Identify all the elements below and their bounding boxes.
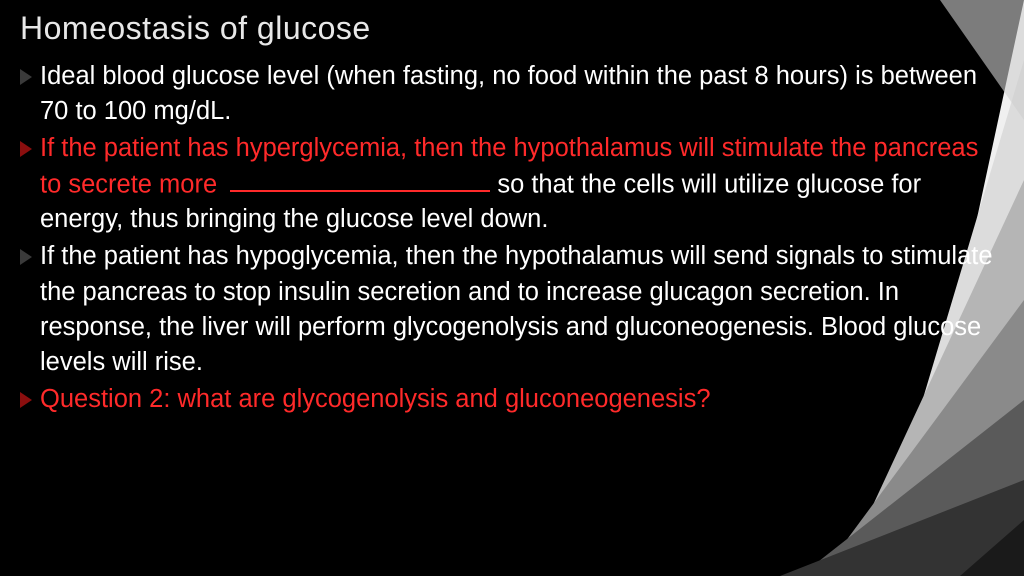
bullet-item: If the patient has hypoglycemia, then th… — [20, 239, 1004, 380]
slide-title: Homeostasis of glucose — [20, 10, 1004, 47]
bullet-text: Question 2: what are glycogenolysis and … — [40, 382, 711, 417]
triangle-bullet-icon — [20, 392, 32, 408]
text-segment: If the patient has hypoglycemia, then th… — [40, 242, 993, 376]
slide-content: Homeostasis of glucose Ideal blood gluco… — [0, 0, 1024, 417]
bullet-item: If the patient has hyperglycemia, then t… — [20, 131, 1004, 237]
text-segment: Ideal blood glucose level (when fasting,… — [40, 62, 977, 125]
text-segment: Question 2: what are glycogenolysis and … — [40, 385, 711, 413]
bullet-list: Ideal blood glucose level (when fasting,… — [20, 59, 1004, 417]
triangle-bullet-icon — [20, 69, 32, 85]
bullet-text: If the patient has hypoglycemia, then th… — [40, 239, 1004, 380]
fill-in-blank — [230, 167, 490, 193]
bullet-item: Ideal blood glucose level (when fasting,… — [20, 59, 1004, 129]
triangle-bullet-icon — [20, 141, 32, 157]
bullet-text: If the patient has hyperglycemia, then t… — [40, 131, 1004, 237]
bullet-item: Question 2: what are glycogenolysis and … — [20, 382, 1004, 417]
bullet-text: Ideal blood glucose level (when fasting,… — [40, 59, 1004, 129]
triangle-bullet-icon — [20, 249, 32, 265]
